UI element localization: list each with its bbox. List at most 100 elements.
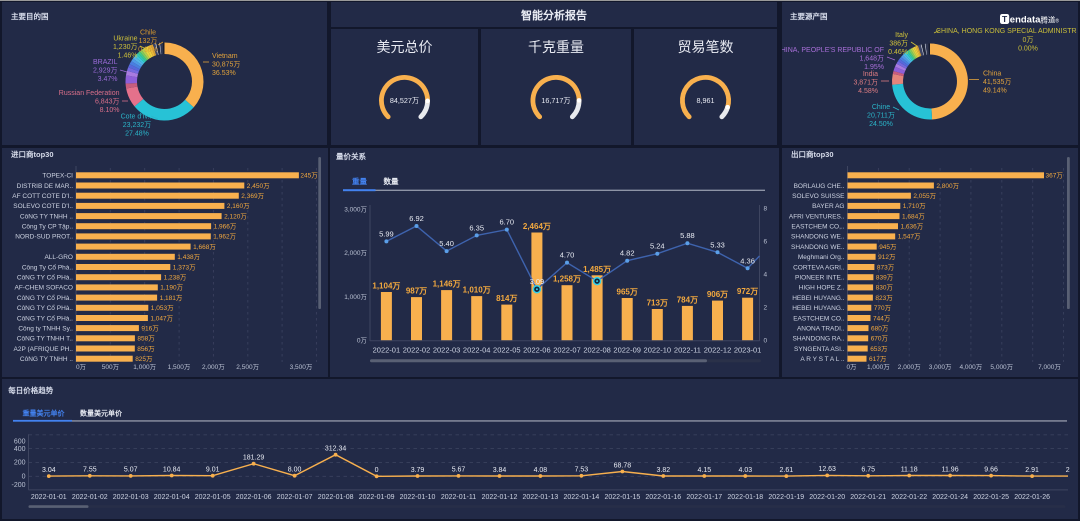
svg-text:1,053万: 1,053万 [151,304,174,312]
svg-text:4,000万: 4,000万 [960,363,983,371]
svg-text:CORTEVA AGRI..: CORTEVA AGRI.. [793,264,845,271]
svg-text:2022-01-10: 2022-01-10 [400,494,436,501]
svg-text:6.92: 6.92 [409,214,424,223]
svg-text:2022-01-03: 2022-01-03 [113,494,149,501]
svg-text:858万: 858万 [137,335,155,343]
svg-text:1.95%: 1.95% [864,64,884,71]
svg-text:数量美元单价: 数量美元单价 [80,409,123,418]
svg-text:68.78: 68.78 [614,462,632,469]
svg-text:16,717万: 16,717万 [541,96,570,105]
svg-text:200: 200 [14,459,26,466]
svg-text:2022-01-15: 2022-01-15 [604,494,640,501]
svg-text:12.63: 12.63 [818,466,836,473]
svg-text:49.14%: 49.14% [983,88,1007,95]
svg-text:进口商top30: 进口商top30 [11,149,54,159]
svg-text:945万: 945万 [879,243,897,251]
svg-text:EASTCHEM CO,..: EASTCHEM CO,.. [791,224,844,231]
svg-text:2022-01-12: 2022-01-12 [482,494,518,501]
svg-text:5,000万: 5,000万 [990,363,1013,371]
svg-text:1,966万: 1,966万 [214,223,237,231]
svg-text:24.50%: 24.50% [869,121,893,128]
svg-text:2022-01-21: 2022-01-21 [850,494,886,501]
svg-text:1,000万: 1,000万 [133,363,156,371]
svg-text:5.40: 5.40 [439,239,454,248]
svg-text:CôNG TY Cổ PHà..: CôNG TY Cổ PHà.. [17,314,73,322]
svg-text:1,238万: 1,238万 [164,274,187,282]
svg-text:245万: 245万 [300,172,318,180]
svg-text:1,010万: 1,010万 [463,286,491,295]
svg-text:2022-01-22: 2022-01-22 [891,494,927,501]
svg-text:4.03: 4.03 [738,467,752,474]
svg-text:987万: 987万 [406,287,427,296]
svg-text:2022-01: 2022-01 [373,346,401,355]
svg-text:400: 400 [14,446,26,453]
svg-text:6.75: 6.75 [861,467,875,474]
svg-text:8: 8 [764,206,768,213]
svg-text:2: 2 [1066,467,1070,474]
svg-text:A R Y S T A L ..: A R Y S T A L .. [800,356,844,363]
svg-text:784万: 784万 [677,295,698,304]
svg-text:Chile: Chile [140,30,156,37]
svg-text:1,648万: 1,648万 [859,55,884,63]
svg-text:2.61: 2.61 [779,467,793,474]
svg-text:3.82: 3.82 [656,467,670,474]
svg-text:CôNG TY TNHH ..: CôNG TY TNHH .. [20,356,73,363]
svg-text:CôNG TY TNHH ..: CôNG TY TNHH .. [20,213,73,220]
svg-text:7,000万: 7,000万 [1038,363,1061,371]
svg-text:HEBEI HUYANG..: HEBEI HUYANG.. [792,305,844,312]
svg-text:2,800万: 2,800万 [936,182,959,190]
svg-text:ALL-GRO: ALL-GRO [44,254,73,261]
svg-text:9.66: 9.66 [984,466,998,473]
svg-text:China: China [983,71,1001,78]
svg-text:出口商top30: 出口商top30 [791,149,834,159]
svg-text:4.36: 4.36 [740,256,755,265]
svg-text:1,684万: 1,684万 [902,212,925,220]
svg-text:912万: 912万 [878,253,896,261]
svg-text:0: 0 [764,338,768,345]
svg-text:2: 2 [764,305,768,312]
svg-text:600: 600 [14,438,26,445]
svg-text:千克重量: 千克重量 [528,39,584,55]
svg-text:965万: 965万 [617,288,638,297]
svg-text:132万: 132万 [139,37,158,45]
svg-text:680万: 680万 [871,324,889,332]
svg-text:T: T [1002,14,1008,24]
svg-text:Công Ty CP Tập..: Công Ty CP Tập.. [22,224,74,231]
svg-text:CôNG TY Cổ PHà..: CôNG TY Cổ PHà.. [17,304,73,312]
svg-text:1,000万: 1,000万 [867,363,890,371]
svg-text:27.48%: 27.48% [125,131,149,138]
svg-text:AF COTT COTE D'I..: AF COTT COTE D'I.. [12,193,73,200]
svg-text:2022-01-11: 2022-01-11 [441,494,476,501]
svg-text:2022-01-05: 2022-01-05 [195,494,231,501]
svg-text:0万: 0万 [846,363,857,371]
svg-text:2022-01-25: 2022-01-25 [973,494,1009,501]
svg-text:2,160万: 2,160万 [227,202,250,210]
svg-text:Italy: Italy [895,32,908,39]
svg-text:2022-01-26: 2022-01-26 [1014,494,1050,501]
svg-text:11.96: 11.96 [942,466,959,473]
svg-text:主要源产国: 主要源产国 [790,11,828,21]
svg-text:6,843万: 6,843万 [95,98,120,106]
svg-text:972万: 972万 [737,287,758,296]
svg-text:SHANDONG RA..: SHANDONG RA.. [792,336,844,343]
svg-text:0.16%: 0.16% [138,47,158,54]
svg-text:2022-07: 2022-07 [553,346,581,355]
svg-text:2022-01-08: 2022-01-08 [318,494,354,501]
svg-text:美元总价: 美元总价 [377,39,433,55]
svg-text:Meghmani Org..: Meghmani Org.. [798,254,845,261]
svg-text:1,500万: 1,500万 [168,363,191,371]
svg-text:814万: 814万 [496,294,517,303]
svg-text:3.79: 3.79 [411,467,425,474]
svg-text:AFRI VENTURES..: AFRI VENTURES.. [789,213,845,220]
svg-text:3.84: 3.84 [493,467,507,474]
svg-text:BAYER AG: BAYER AG [812,203,844,210]
svg-text:2022-06: 2022-06 [523,346,551,355]
svg-text:CôNG TY Cổ PHà..: CôNG TY Cổ PHà.. [17,294,73,302]
svg-text:770万: 770万 [874,304,892,312]
svg-text:3.04: 3.04 [42,467,56,474]
svg-text:ANONA TRADI..: ANONA TRADI.. [797,325,845,332]
svg-text:2022-01-17: 2022-01-17 [686,494,722,501]
svg-text:11.18: 11.18 [901,466,918,473]
svg-text:386万: 386万 [889,40,908,48]
svg-text:8.10%: 8.10% [100,107,120,114]
